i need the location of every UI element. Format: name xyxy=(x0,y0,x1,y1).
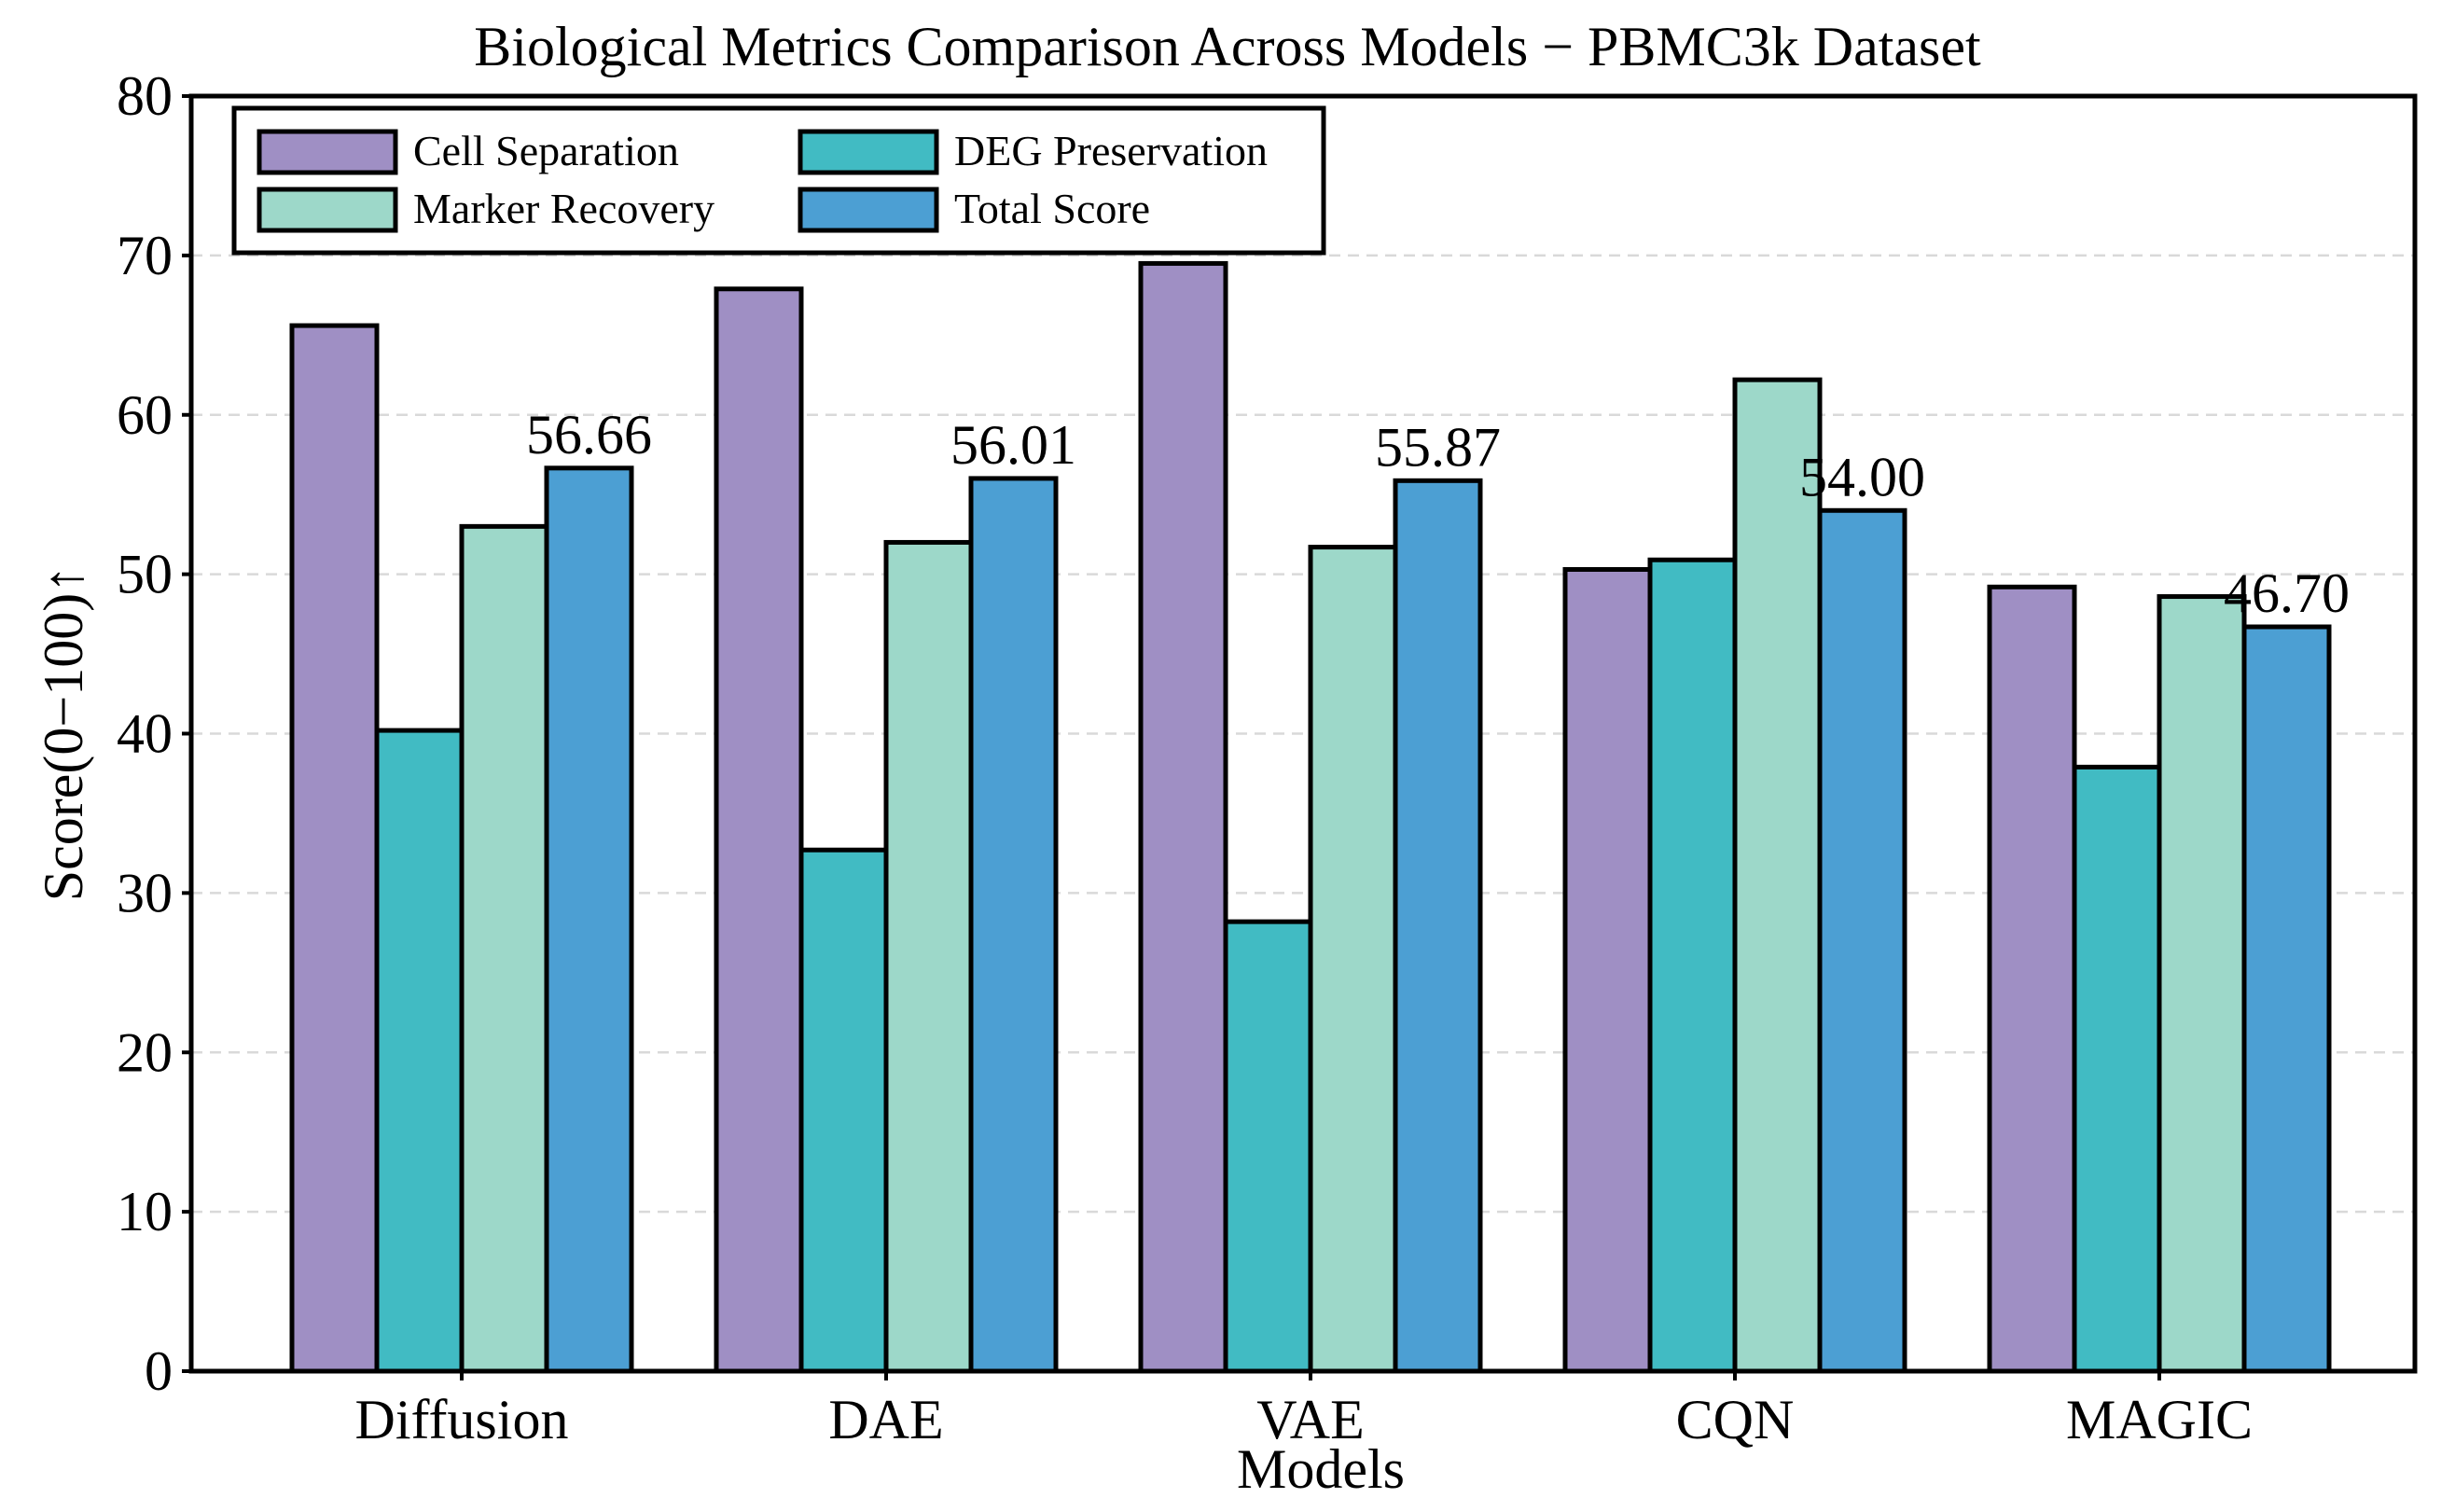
bar-marker-recovery xyxy=(1308,545,1398,1374)
bar-deg-preservation xyxy=(1223,919,1313,1374)
y-tick-label: 10 xyxy=(117,1181,173,1242)
value-label: 55.87 xyxy=(1375,416,1501,478)
bar-cell-separation xyxy=(1562,566,1653,1374)
bar-marker-recovery xyxy=(2157,594,2247,1374)
bar-cell-separation xyxy=(1138,260,1228,1374)
bar-deg-preservation xyxy=(2072,764,2162,1374)
y-tick-label: 40 xyxy=(117,703,173,765)
legend-swatch-total-score xyxy=(798,187,939,233)
legend-swatch-deg-preservation xyxy=(798,129,939,175)
legend-box xyxy=(231,105,1326,256)
y-tick-label: 80 xyxy=(117,65,173,127)
bar-deg-preservation xyxy=(374,728,465,1374)
chart-title: Biological Metrics Comparison Across Mod… xyxy=(474,16,1981,77)
y-tick-label: 60 xyxy=(117,384,173,446)
legend-label: DEG Preservation xyxy=(954,127,1268,174)
value-label: 56.01 xyxy=(950,414,1076,476)
value-labels: 56.66 56.01 55.87 54.00 46.70 xyxy=(526,404,2350,624)
y-axis-ticks: 0 10 20 30 40 50 60 70 80 xyxy=(117,65,191,1402)
value-label: 46.70 xyxy=(2224,562,2350,624)
legend-label: Total Score xyxy=(954,185,1150,232)
bar-total-score xyxy=(1817,507,1907,1374)
x-axis-ticks: Diffusion DAE VAE CQN MAGIC xyxy=(355,1371,2253,1450)
bar-total-score xyxy=(544,465,634,1374)
bar-marker-recovery xyxy=(883,539,974,1374)
x-tick-label: Diffusion xyxy=(355,1389,569,1450)
x-tick-label: VAE xyxy=(1256,1389,1365,1450)
legend-label: Marker Recovery xyxy=(413,185,714,232)
bar-deg-preservation xyxy=(798,847,889,1374)
legend-label: Cell Separation xyxy=(413,127,679,174)
bar-total-score xyxy=(2241,624,2332,1374)
x-tick-label: MAGIC xyxy=(2066,1389,2253,1450)
x-axis-label: Models xyxy=(1237,1438,1405,1500)
bar-marker-recovery xyxy=(1732,377,1823,1374)
y-tick-label: 70 xyxy=(117,225,173,286)
y-tick-label: 20 xyxy=(117,1021,173,1083)
legend-swatch-cell-separation xyxy=(257,129,398,175)
bar-total-score xyxy=(968,476,1059,1374)
y-tick-label: 0 xyxy=(145,1340,173,1402)
bar-cell-separation xyxy=(714,286,804,1374)
y-axis-label: Score(0−100)↑ xyxy=(33,565,94,901)
y-tick-label: 50 xyxy=(117,544,173,605)
bar-total-score xyxy=(1393,478,1483,1374)
y-tick-label: 30 xyxy=(117,862,173,923)
legend: Cell Separation DEG Preservation Marker Re… xyxy=(231,105,1326,256)
x-tick-label: CQN xyxy=(1676,1389,1795,1450)
value-label: 54.00 xyxy=(1799,446,1925,507)
bars xyxy=(289,260,2332,1374)
bar-cell-separation xyxy=(289,323,380,1374)
bar-cell-separation xyxy=(1987,584,2077,1374)
bar-deg-preservation xyxy=(1647,557,1738,1374)
x-tick-label: DAE xyxy=(828,1389,943,1450)
bar-marker-recovery xyxy=(459,523,549,1374)
value-label: 56.66 xyxy=(526,404,652,465)
legend-swatch-marker-recovery xyxy=(257,187,398,233)
